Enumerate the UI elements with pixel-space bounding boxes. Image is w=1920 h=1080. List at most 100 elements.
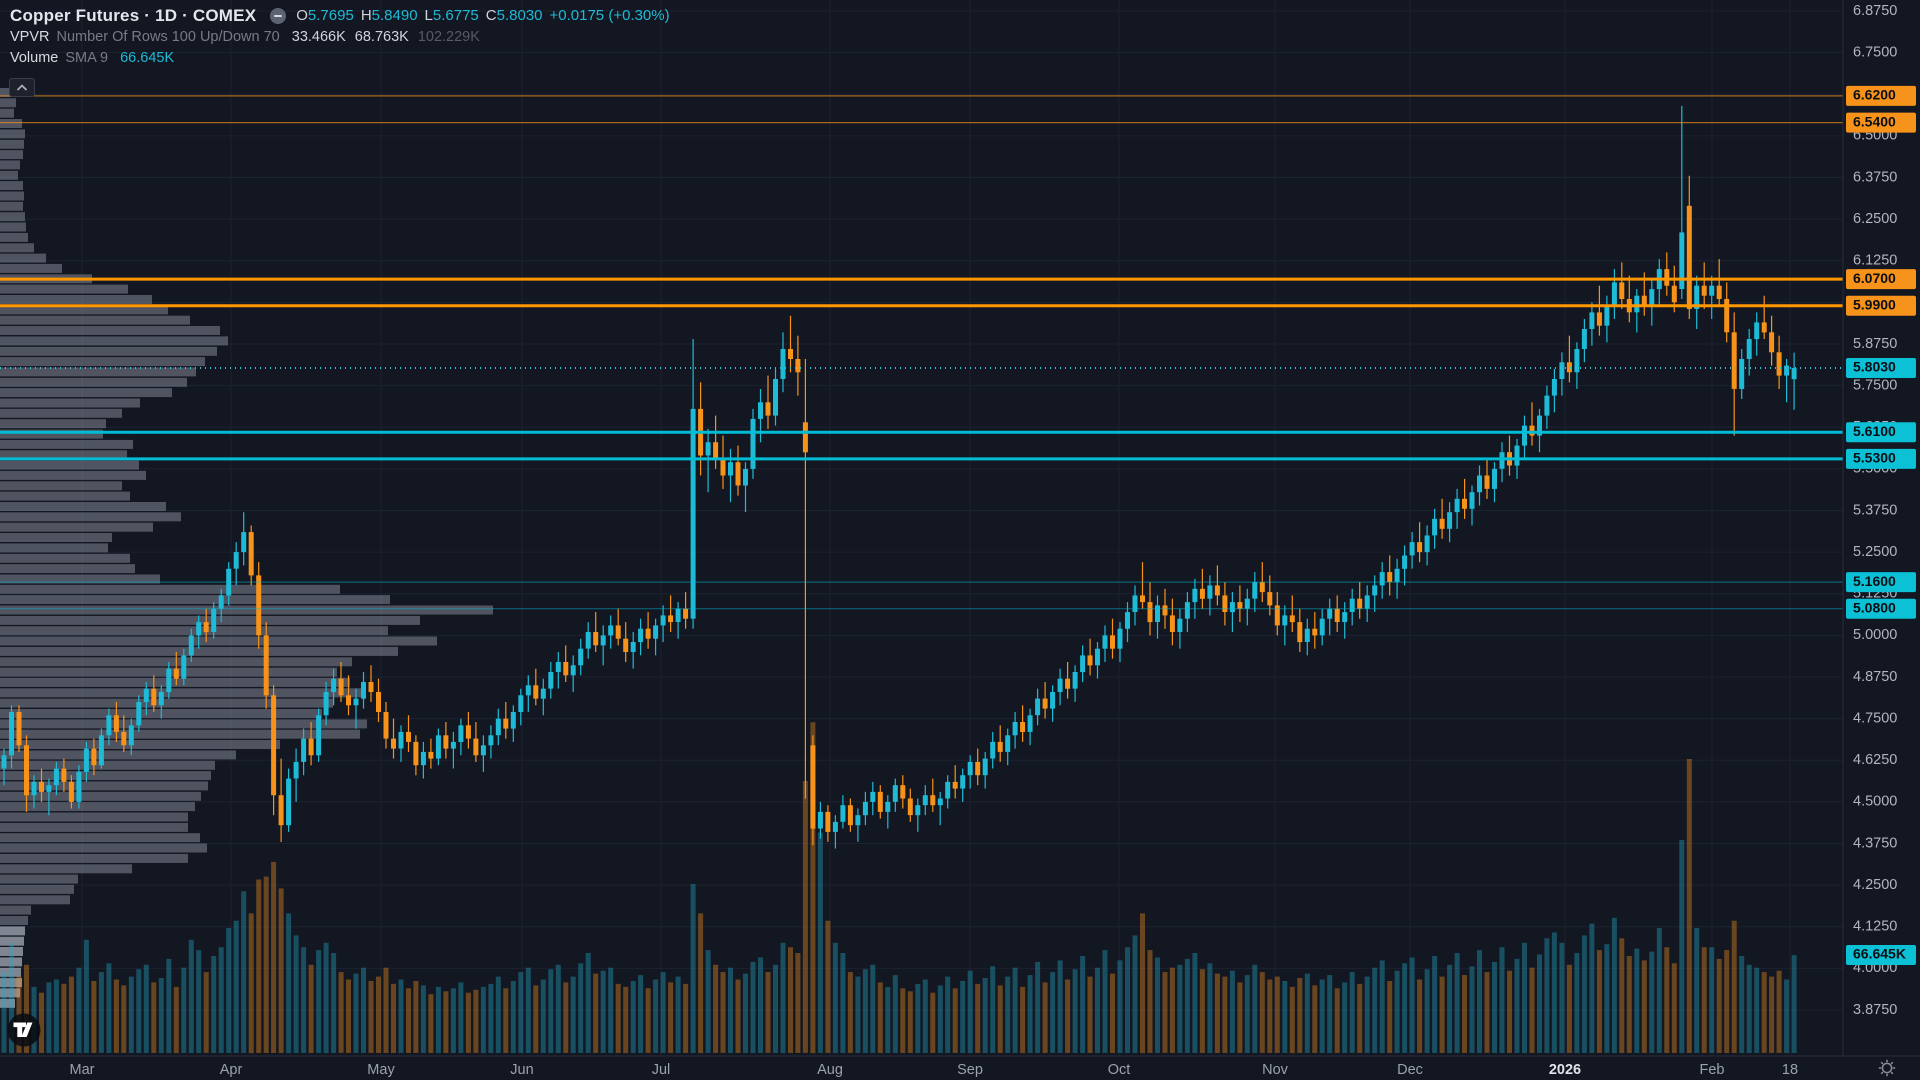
candle-body — [308, 738, 314, 756]
volume-bar — [151, 982, 157, 1053]
candle-body — [832, 821, 838, 832]
time-tick-label[interactable]: Apr — [220, 1062, 243, 1078]
symbol-legend-row[interactable]: Copper Futures · 1D · COMEX O5.7695 H5.8… — [10, 5, 670, 26]
volume-bar — [480, 986, 486, 1054]
volume-bar — [286, 913, 292, 1054]
volume-bar — [1304, 973, 1310, 1053]
vp-row — [0, 98, 16, 108]
candle-body — [1409, 542, 1415, 556]
symbol-minimize-icon[interactable] — [270, 7, 287, 24]
time-tick-label[interactable]: 18 — [1782, 1062, 1798, 1078]
candle-body — [720, 458, 726, 476]
candle-body — [1319, 618, 1325, 636]
candle-body — [465, 725, 471, 739]
vp-row — [0, 160, 20, 170]
candle-body — [316, 715, 322, 756]
candle-body — [248, 532, 254, 576]
candle-body — [1604, 305, 1610, 326]
price-tick-label[interactable]: 5.8750 — [1853, 336, 1897, 352]
price-tick-label[interactable]: 5.2500 — [1853, 544, 1897, 560]
volume-bar — [346, 979, 351, 1053]
symbol-title[interactable]: Copper Futures · 1D · COMEX — [10, 5, 257, 25]
price-tick-label[interactable]: 6.1250 — [1853, 253, 1897, 269]
price-tick-label[interactable]: 4.3750 — [1853, 835, 1897, 851]
price-tick-label[interactable]: 5.7500 — [1853, 377, 1897, 393]
tradingview-logo[interactable] — [7, 1013, 41, 1047]
vp-row — [0, 957, 22, 967]
time-tick-label[interactable]: Sep — [957, 1062, 983, 1078]
price-tick-label[interactable]: 5.0000 — [1853, 627, 1897, 643]
price-tick-label[interactable]: 4.7500 — [1853, 710, 1897, 726]
price-badge — [1846, 945, 1916, 965]
candle-body — [151, 688, 157, 706]
time-tick-label[interactable]: Aug — [817, 1062, 843, 1078]
vp-row — [0, 408, 122, 418]
price-tick-label[interactable]: 6.2500 — [1853, 211, 1897, 227]
vp-row — [0, 429, 103, 439]
candle-wick — [1763, 295, 1765, 339]
volume-bar — [862, 969, 868, 1053]
candle-body — [1312, 628, 1318, 636]
candle-body — [705, 442, 711, 456]
price-tick-label[interactable]: 5.3750 — [1853, 502, 1897, 518]
candle-body — [1229, 602, 1235, 613]
volume-bar — [1162, 972, 1168, 1053]
volume-bar — [1289, 986, 1295, 1054]
volume-bar — [780, 942, 786, 1054]
candle-body — [1566, 362, 1572, 373]
vp-row — [0, 615, 420, 625]
price-tick-label[interactable]: 4.6250 — [1853, 752, 1897, 768]
axis-settings-gear-icon[interactable] — [1878, 1059, 1896, 1077]
vpvr-indicator-name[interactable]: VPVR — [10, 28, 50, 45]
time-tick-label[interactable]: May — [367, 1062, 395, 1078]
candle-body — [1769, 332, 1775, 353]
volume-bar — [1724, 950, 1730, 1053]
volume-bar — [24, 964, 29, 1053]
volume-bar — [945, 976, 951, 1053]
volume-bar — [765, 972, 771, 1053]
volume-bar — [825, 920, 831, 1053]
vp-row — [0, 574, 160, 584]
time-tick-label[interactable]: 2026 — [1549, 1062, 1581, 1078]
price-tick-label[interactable]: 6.8750 — [1853, 3, 1897, 19]
price-tick-label[interactable]: 4.5000 — [1853, 794, 1897, 810]
candle-body — [1424, 535, 1430, 553]
price-tick-label[interactable]: 4.2500 — [1853, 877, 1897, 893]
candle-body — [1125, 612, 1130, 629]
volume-bar — [46, 982, 52, 1053]
vp-row — [0, 181, 23, 191]
volume-bar — [293, 935, 299, 1053]
volume-bar — [1005, 976, 1011, 1053]
price-tick-label[interactable]: 4.1250 — [1853, 919, 1897, 935]
volume-legend-row[interactable]: Volume SMA 9 66.645K — [10, 47, 670, 68]
time-tick-label[interactable]: Feb — [1700, 1062, 1725, 1078]
time-tick-label[interactable]: Oct — [1108, 1062, 1131, 1078]
candle-body — [331, 678, 337, 692]
vp-row — [0, 119, 22, 128]
grid-lines — [0, 0, 1843, 1056]
time-axis[interactable] — [0, 1056, 1920, 1080]
time-tick-label[interactable]: Mar — [70, 1062, 95, 1078]
price-tick-label[interactable]: 4.8750 — [1853, 669, 1897, 685]
time-tick-label[interactable]: Jul — [652, 1062, 671, 1078]
time-tick-label[interactable]: Jun — [510, 1062, 533, 1078]
legend-collapse-button[interactable] — [9, 78, 35, 97]
vp-row — [0, 253, 46, 263]
volume-bar — [1132, 935, 1138, 1053]
candle-body — [1469, 492, 1475, 509]
vpvr-legend-row[interactable]: VPVR Number Of Rows 100 Up/Down 70 33.46… — [10, 26, 670, 47]
candle-body — [1169, 615, 1175, 632]
price-tick-label[interactable]: 6.3750 — [1853, 169, 1897, 185]
candle-body — [1222, 595, 1228, 612]
price-tick-label[interactable]: 3.8750 — [1853, 1002, 1897, 1018]
time-tick-label[interactable]: Nov — [1262, 1062, 1289, 1078]
chevron-up-icon — [16, 84, 28, 91]
candle-body — [997, 741, 1003, 752]
volume-bar — [1050, 972, 1056, 1053]
volume-indicator-name[interactable]: Volume — [10, 49, 59, 66]
price-tick-label[interactable]: 6.7500 — [1853, 44, 1897, 60]
time-tick-label[interactable]: Dec — [1397, 1062, 1423, 1078]
volume-bar — [263, 876, 269, 1053]
volume-bar — [593, 973, 599, 1053]
